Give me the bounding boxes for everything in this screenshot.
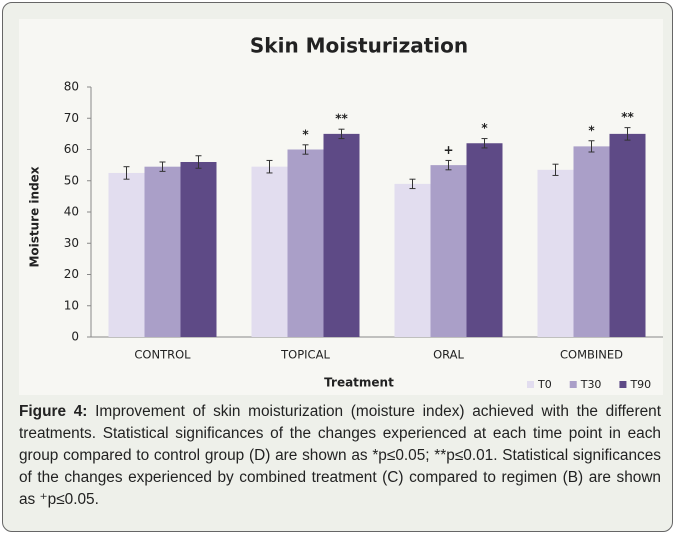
caption-label: Figure 4: [19,403,88,420]
bar [609,133,646,337]
x-axis-label: Treatment [324,376,394,390]
y-tick-label: 60 [64,142,79,156]
significance-marker: * [588,123,595,137]
x-tick-label: COMBINED [560,348,623,362]
bar [144,166,181,337]
bar [573,146,610,337]
chart: Skin Moisturization Moisture index Treat… [19,19,663,395]
significance-marker: + [443,143,453,157]
y-tick-label: 10 [64,298,79,312]
legend-label: T0 [537,378,552,391]
bar [537,169,574,337]
bar [430,165,467,337]
significance-marker: * [302,127,309,141]
bar [287,149,324,337]
caption: Figure 4: Improvement of skin moisturiza… [19,401,661,511]
y-tick-label: 30 [64,236,79,250]
bar [323,133,360,337]
y-tick-label: 80 [64,80,79,94]
bar [108,172,145,337]
y-tick-label: 40 [64,205,79,219]
chart-title: Skin Moisturization [250,34,468,58]
bar [394,183,431,337]
significance-marker: ** [621,110,634,124]
legend-swatch [569,381,577,388]
y-tick-label: 50 [64,173,79,187]
x-tick-label: CONTROL [134,348,191,362]
bar [251,166,288,337]
significance-marker: * [481,121,488,135]
caption-text: Improvement of skin moisturization (mois… [19,403,661,508]
significance-marker: ** [335,112,348,126]
x-tick-label: ORAL [433,348,464,362]
y-tick-label: 70 [64,111,79,125]
x-tick-label: TOPICAL [280,348,330,362]
y-tick-label: 0 [71,330,79,344]
legend-label: T90 [629,378,651,391]
y-tick-label: 20 [64,267,79,281]
bar [466,143,503,337]
y-axis-label: Moisture index [28,166,42,267]
legend-swatch [527,381,534,388]
legend-label: T30 [580,378,602,391]
legend-swatch [619,381,627,388]
bar [180,162,217,337]
